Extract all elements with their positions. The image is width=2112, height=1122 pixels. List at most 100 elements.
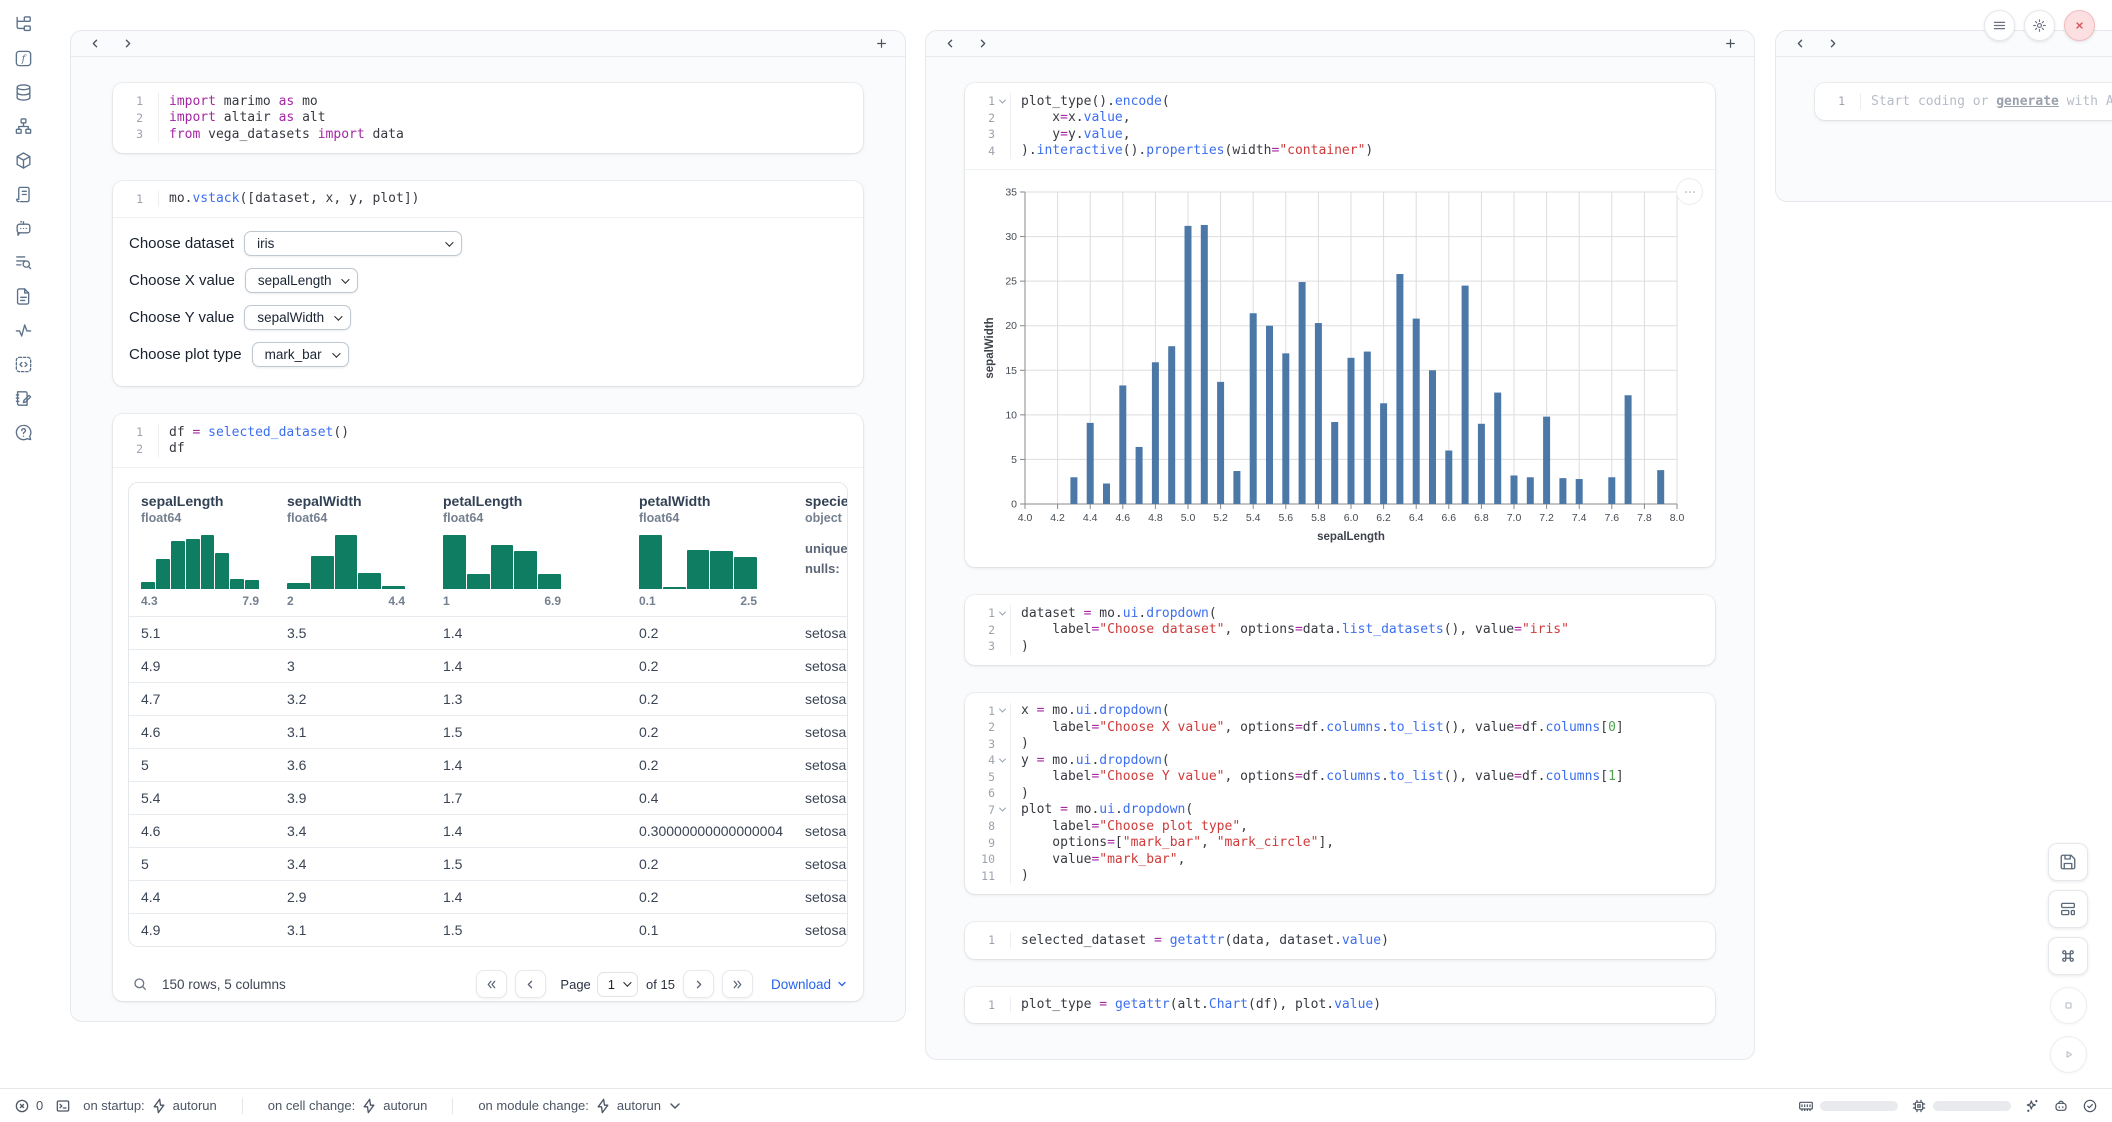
code-line[interactable]: 1plot_type().encode( [965, 93, 1703, 110]
code-line[interactable]: 1df = selected_dataset() [113, 424, 851, 441]
code-line[interactable]: 2df [113, 441, 851, 458]
column-header-petalLength[interactable]: petalLengthfloat6416.9 [435, 483, 631, 617]
ai-assist-button[interactable] [2024, 1098, 2040, 1114]
column-header-sepalLength[interactable]: sepalLengthfloat644.37.9 [129, 483, 279, 617]
altair-chart[interactable]: 4.04.24.44.64.85.05.25.45.65.86.06.26.46… [981, 182, 1699, 555]
sidebar-notebook-pen-button[interactable] [10, 388, 36, 408]
sidebar-activity-button[interactable] [10, 320, 36, 340]
column-move-right-button[interactable] [1820, 34, 1844, 54]
code-line[interactable]: 3) [965, 638, 1703, 655]
fold-chevron-icon[interactable] [999, 96, 1006, 103]
stop-button[interactable] [2050, 987, 2087, 1024]
code-line[interactable]: 5 label="Choose Y value", options=df.col… [965, 769, 1703, 786]
code-line[interactable]: 6) [965, 785, 1703, 802]
code-line[interactable]: 4).interactive().properties(width="conta… [965, 143, 1703, 160]
code-line[interactable]: 1mo.vstack([dataset, x, y, plot]) [113, 191, 851, 208]
column-histogram[interactable] [287, 535, 405, 589]
keyboard-shortcuts-button[interactable] [2048, 937, 2088, 975]
column-move-left-button[interactable] [1788, 34, 1812, 54]
sidebar-file-tree-button[interactable] [10, 14, 36, 34]
chart-menu-button[interactable] [1676, 178, 1703, 205]
last-page-button[interactable] [722, 970, 753, 998]
dataset-select[interactable]: iris [244, 231, 462, 256]
sidebar-help-bubble-button[interactable] [10, 422, 36, 442]
generate-link[interactable]: generate [1996, 94, 2059, 109]
code-line[interactable]: 3from vega_datasets import data [113, 126, 851, 143]
settings-button[interactable] [2024, 10, 2055, 41]
code-editor[interactable]: 1x = mo.ui.dropdown(2 label="Choose X va… [965, 693, 1715, 895]
copilot-button[interactable] [2053, 1098, 2069, 1114]
errors-indicator[interactable]: 0 [14, 1098, 43, 1114]
fold-chevron-icon[interactable] [999, 805, 1006, 812]
sidebar-database-button[interactable] [10, 82, 36, 102]
code-editor[interactable]: 1selected_dataset = getattr(data, datase… [965, 922, 1715, 959]
code-line[interactable]: 1import marimo as mo [113, 93, 851, 110]
search-icon[interactable] [132, 976, 148, 992]
shutdown-button[interactable] [2064, 10, 2095, 41]
code-line[interactable]: 1dataset = mo.ui.dropdown( [965, 605, 1703, 622]
add-cell-button[interactable] [1718, 34, 1742, 54]
next-page-button[interactable] [683, 970, 714, 998]
fold-chevron-icon[interactable] [999, 608, 1006, 615]
sidebar-file-text-button[interactable] [10, 286, 36, 306]
page-number-select[interactable]: 1 [597, 972, 638, 997]
code-line[interactable]: 1selected_dataset = getattr(data, datase… [965, 932, 1703, 949]
code-line[interactable]: 1plot_type = getattr(alt.Chart(df), plot… [965, 997, 1703, 1014]
code-line[interactable]: 2 label="Choose dataset", options=data.l… [965, 622, 1703, 639]
fold-chevron-icon[interactable] [999, 755, 1006, 762]
column-header-species[interactable]: speciesobjectunique:nulls: [797, 483, 848, 617]
first-page-button[interactable] [476, 970, 507, 998]
code-editor[interactable]: 1plot_type().encode(2 x=x.value,3 y=y.va… [965, 83, 1715, 169]
on-startup-setting[interactable]: on startup: autorun [83, 1098, 217, 1114]
column-move-left-button[interactable] [83, 34, 107, 54]
run-button[interactable] [2050, 1036, 2087, 1073]
code-editor[interactable]: 1plot_type = getattr(alt.Chart(df), plot… [965, 987, 1715, 1024]
column-histogram[interactable] [639, 535, 757, 589]
column-histogram[interactable] [141, 535, 259, 589]
save-button[interactable] [2048, 843, 2088, 881]
plot-select[interactable]: mark_bar [252, 342, 349, 367]
sidebar-function-square-button[interactable]: f [10, 48, 36, 68]
code-line[interactable]: 9 options=["mark_bar", "mark_circle"], [965, 835, 1703, 852]
code-line[interactable]: 11) [965, 868, 1703, 885]
code-line[interactable]: 3 y=y.value, [965, 126, 1703, 143]
fold-chevron-icon[interactable] [999, 706, 1006, 713]
download-button[interactable]: Download [771, 977, 848, 992]
code-editor[interactable]: 1 Start coding or generate with AI [1815, 93, 2112, 110]
terminal-button[interactable] [55, 1098, 71, 1114]
sidebar-package-button[interactable] [10, 150, 36, 170]
sidebar-code-square-button[interactable] [10, 354, 36, 374]
on-module-change-setting[interactable]: on module change: autorun [478, 1098, 683, 1114]
column-histogram[interactable] [443, 535, 561, 589]
x-select[interactable]: sepalLength [245, 268, 359, 293]
column-move-right-button[interactable] [970, 34, 994, 54]
column-header-sepalWidth[interactable]: sepalWidthfloat6424.4 [279, 483, 435, 617]
menu-button[interactable] [1984, 10, 2015, 41]
layout-button[interactable] [2048, 890, 2088, 928]
column-move-right-button[interactable] [115, 34, 139, 54]
connection-status[interactable] [2082, 1098, 2098, 1114]
sidebar-scroll-text-button[interactable] [10, 184, 36, 204]
code-line[interactable]: 2import altair as alt [113, 110, 851, 127]
code-editor[interactable]: 1import marimo as mo2import altair as al… [113, 83, 863, 153]
previous-page-button[interactable] [515, 970, 546, 998]
code-editor[interactable]: 1df = selected_dataset()2df [113, 414, 863, 467]
code-line[interactable]: 1x = mo.ui.dropdown( [965, 703, 1703, 720]
cpu-usage[interactable] [1911, 1098, 2011, 1114]
column-header-petalWidth[interactable]: petalWidthfloat640.12.5 [631, 483, 797, 617]
code-line[interactable]: 2 x=x.value, [965, 110, 1703, 127]
code-line[interactable]: 3) [965, 736, 1703, 753]
sidebar-bot-message-button[interactable] [10, 218, 36, 238]
code-editor[interactable]: 1dataset = mo.ui.dropdown(2 label="Choos… [965, 595, 1715, 665]
code-line[interactable]: 4y = mo.ui.dropdown( [965, 752, 1703, 769]
column-move-left-button[interactable] [938, 34, 962, 54]
code-line[interactable]: 2 label="Choose X value", options=df.col… [965, 719, 1703, 736]
code-line[interactable]: 8 label="Choose plot type", [965, 818, 1703, 835]
y-select[interactable]: sepalWidth [244, 305, 351, 330]
code-line[interactable]: 10 value="mark_bar", [965, 851, 1703, 868]
sidebar-workflow-button[interactable] [10, 116, 36, 136]
on-cell-change-setting[interactable]: on cell change: autorun [268, 1098, 428, 1114]
sidebar-list-search-button[interactable] [10, 252, 36, 272]
code-line[interactable]: 7plot = mo.ui.dropdown( [965, 802, 1703, 819]
ram-usage[interactable] [1798, 1098, 1898, 1114]
